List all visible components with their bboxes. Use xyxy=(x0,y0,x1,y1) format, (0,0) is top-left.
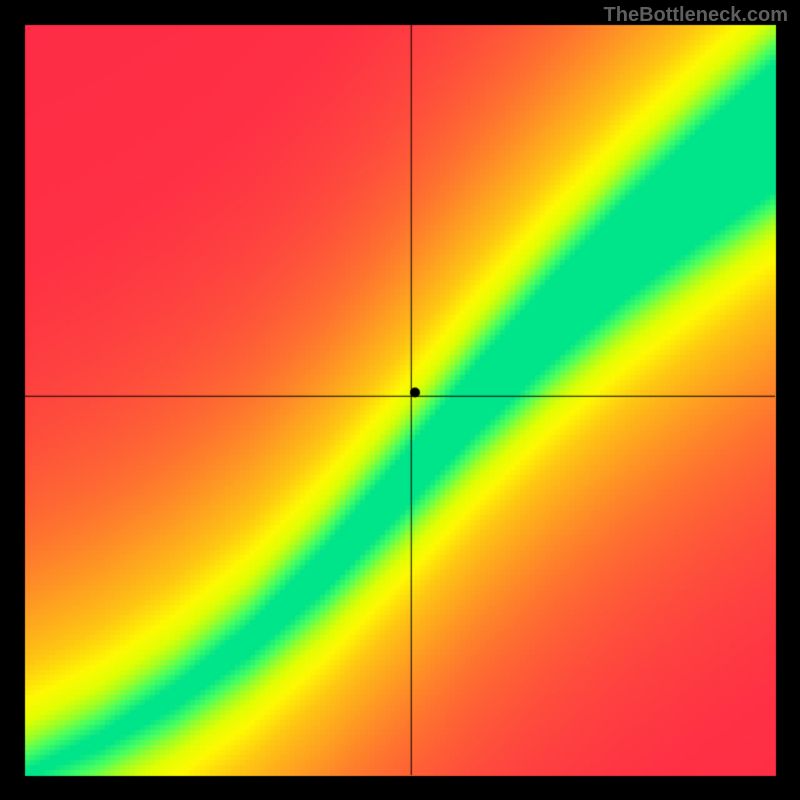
bottleneck-heatmap xyxy=(0,0,800,800)
chart-container: TheBottleneck.com xyxy=(0,0,800,800)
watermark-text: TheBottleneck.com xyxy=(604,4,788,27)
